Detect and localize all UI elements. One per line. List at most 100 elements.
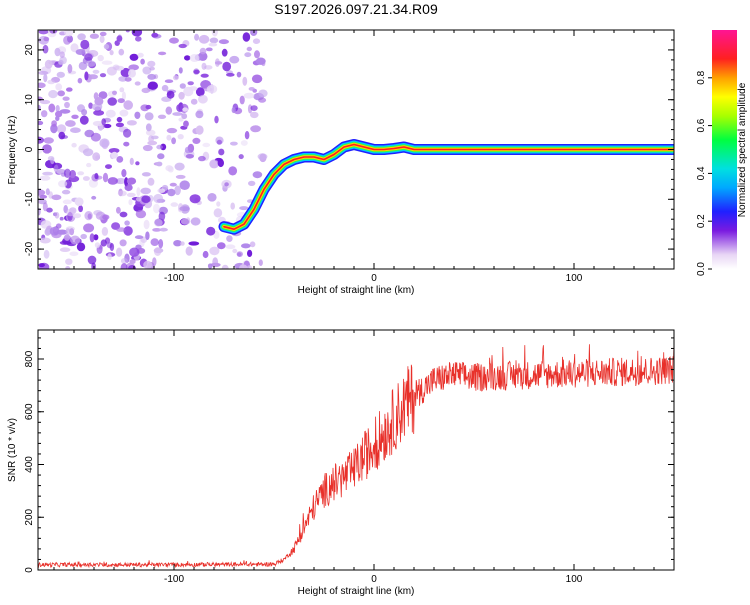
noise-blob — [205, 47, 213, 52]
noise-blob — [230, 141, 238, 146]
noise-blob — [153, 247, 162, 256]
noise-blob — [101, 118, 106, 126]
noise-blob — [94, 97, 104, 106]
noise-blob — [66, 87, 73, 92]
noise-blob — [63, 168, 71, 178]
noise-blob — [151, 32, 159, 38]
noise-blob — [38, 104, 41, 111]
noise-blob — [77, 171, 85, 176]
noise-blob — [107, 177, 119, 185]
spectrogram-x-label: Height of straight line (km) — [298, 285, 415, 296]
colorbar-tick-label: 0.4 — [696, 166, 707, 180]
noise-blob — [64, 234, 71, 241]
y-tick-label: 400 — [24, 456, 35, 473]
noise-blob — [42, 202, 48, 212]
noise-blob — [206, 226, 216, 236]
noise-blob — [58, 180, 68, 188]
noise-scatter — [38, 30, 268, 269]
x-tick-label: -100 — [164, 273, 184, 284]
noise-blob — [128, 69, 136, 78]
noise-blob — [252, 171, 263, 179]
noise-blob — [49, 30, 58, 34]
x-tick-label: -100 — [164, 574, 184, 585]
noise-blob — [109, 243, 115, 251]
noise-blob — [257, 153, 268, 160]
noise-blob — [214, 115, 219, 124]
noise-blob — [142, 144, 153, 152]
noise-blob — [225, 244, 236, 249]
noise-blob — [154, 218, 163, 227]
noise-blob — [121, 169, 127, 178]
x-tick-label: 100 — [566, 574, 583, 585]
noise-blob — [137, 52, 144, 58]
noise-blob — [247, 249, 253, 257]
noise-blob — [178, 117, 184, 122]
noise-blob — [217, 242, 226, 250]
noise-blob — [57, 90, 65, 97]
noise-blob — [99, 35, 105, 43]
noise-blob — [43, 36, 50, 42]
noise-blob — [202, 250, 209, 259]
colorbar-tick-label: 0.2 — [696, 214, 707, 228]
noise-blob — [44, 228, 51, 236]
noise-blob — [157, 188, 166, 193]
colorbar-tick-label: 0.6 — [696, 118, 707, 132]
noise-blob — [48, 103, 56, 113]
noise-blob — [51, 120, 57, 127]
noise-blob — [126, 120, 137, 126]
noise-blob — [236, 71, 242, 78]
noise-blob — [121, 91, 126, 101]
noise-blob — [142, 66, 152, 75]
noise-blob — [212, 257, 219, 267]
noise-blob — [206, 84, 218, 94]
noise-blob — [105, 164, 112, 170]
noise-blob — [143, 219, 150, 230]
noise-blob — [76, 242, 86, 252]
noise-blob — [63, 35, 72, 45]
colorbar: 0.0 0.2 0.4 0.6 0.8 Normalized spectral ampl… — [696, 30, 748, 276]
noise-blob — [166, 134, 172, 141]
noise-blob — [207, 193, 217, 202]
noise-blob — [69, 170, 76, 179]
x-tick-label: 0 — [371, 273, 377, 284]
noise-blob — [239, 264, 248, 269]
noise-blob — [178, 67, 183, 74]
noise-blob — [216, 139, 222, 145]
noise-blob — [161, 84, 169, 92]
noise-blob — [58, 131, 66, 140]
snr-y-ticks: 0 200 400 600 800 — [24, 337, 674, 573]
noise-blob — [211, 30, 218, 37]
noise-blob — [42, 144, 52, 154]
noise-blob — [172, 112, 183, 116]
x-tick-label: 100 — [566, 273, 583, 284]
noise-blob — [116, 156, 124, 163]
noise-blob — [134, 235, 144, 240]
noise-blob — [119, 87, 125, 93]
noise-blob — [250, 125, 261, 133]
noise-blob — [166, 90, 175, 99]
noise-blob — [112, 90, 117, 96]
noise-blob — [246, 46, 252, 52]
noise-blob — [185, 154, 194, 159]
noise-blob — [199, 47, 207, 55]
noise-blob — [140, 187, 151, 195]
noise-blob — [103, 123, 112, 129]
y-tick-label: 0 — [24, 567, 35, 573]
noise-blob — [38, 263, 45, 268]
noise-blob — [248, 87, 255, 91]
noise-blob — [158, 51, 167, 56]
noise-blob — [65, 258, 73, 265]
noise-blob — [93, 110, 105, 116]
noise-blob — [242, 76, 248, 86]
noise-blob — [239, 95, 245, 105]
noise-blob — [38, 30, 49, 35]
noise-blob — [218, 148, 225, 156]
noise-blob — [120, 258, 128, 264]
noise-blob — [58, 59, 64, 65]
noise-blob — [93, 234, 99, 241]
noise-blob — [54, 47, 61, 57]
noise-blob — [64, 101, 70, 109]
noise-blob — [129, 247, 140, 257]
